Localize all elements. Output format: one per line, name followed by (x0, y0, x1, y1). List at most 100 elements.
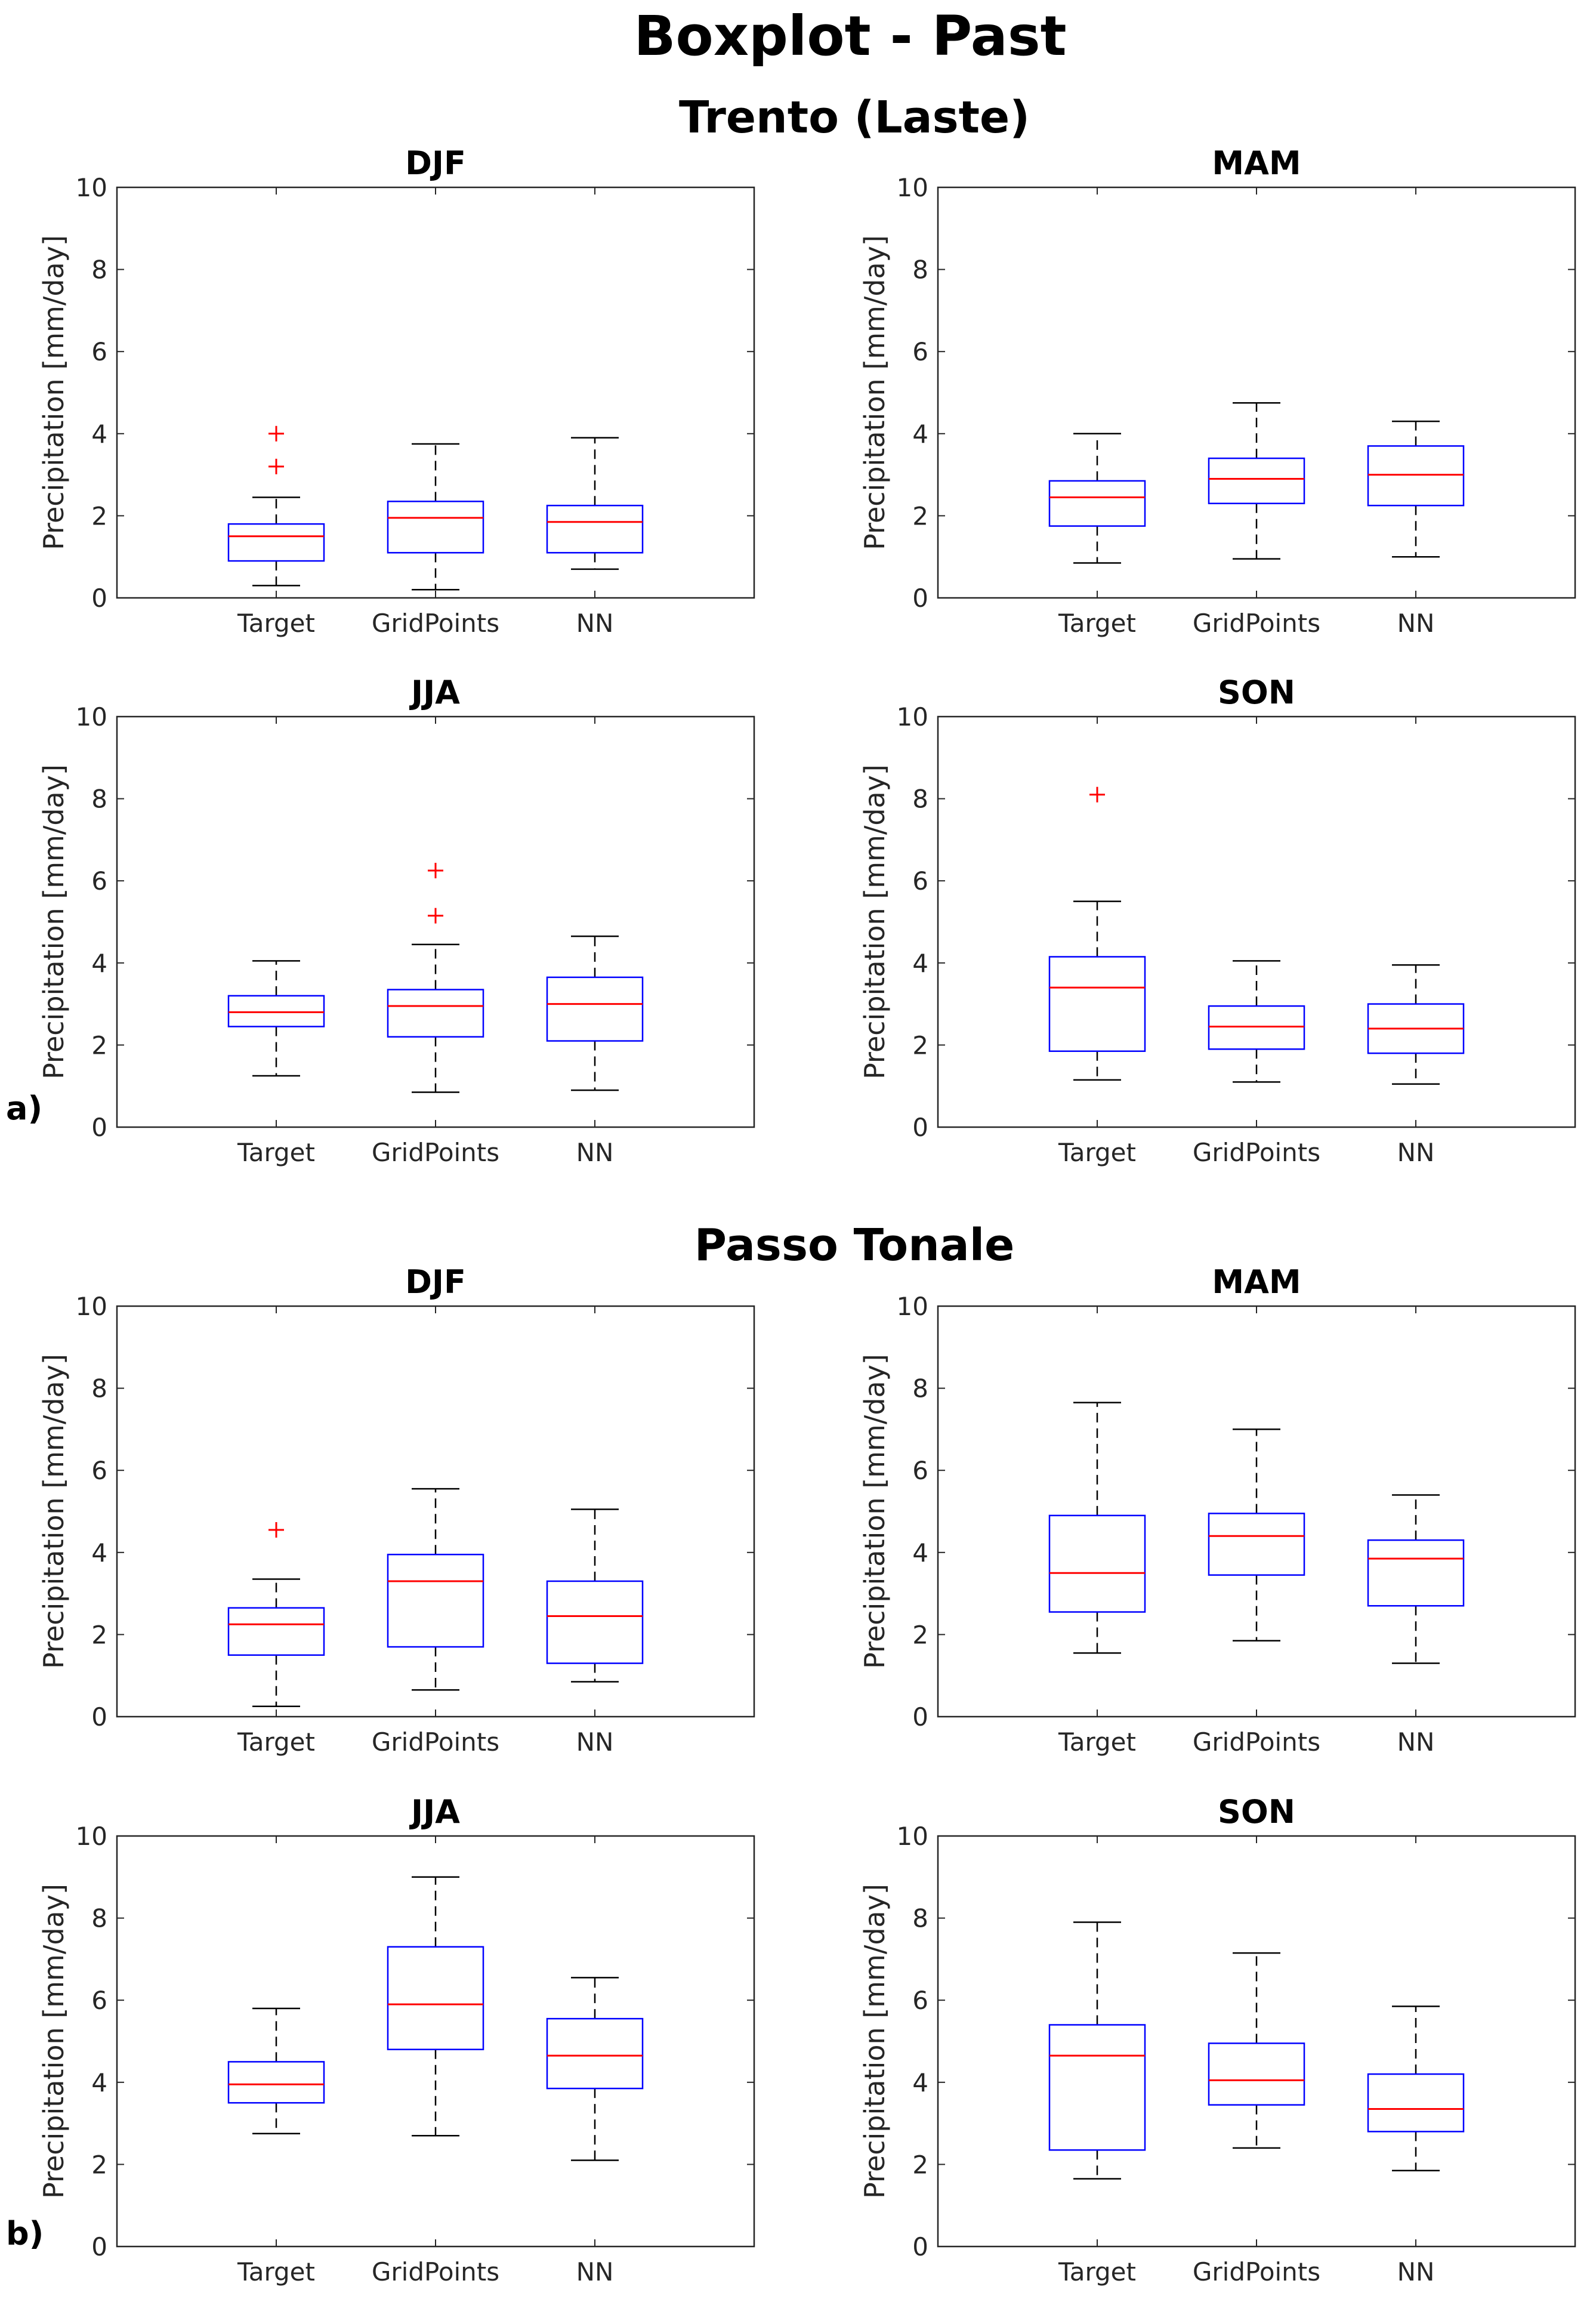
y-axis-label: Precipitation [mm/day] (38, 764, 70, 1079)
xtick-label: Target (237, 609, 315, 638)
season-title: SON (1218, 674, 1295, 711)
xtick-label: GridPoints (372, 1727, 499, 1757)
ytick-label: 2 (91, 1030, 107, 1060)
xtick-label: NN (576, 609, 614, 638)
ytick-label: 2 (912, 2150, 928, 2179)
panel-label-b: b) (6, 2215, 44, 2252)
box-iqr (1208, 1513, 1305, 1576)
panels-group: DJF 0 2 4 6 8 10 Precipitation [mm/day] Target Gr… (38, 144, 1576, 2286)
outlier-marker (428, 863, 443, 878)
box-iqr (227, 523, 325, 562)
box-iqr (546, 2017, 644, 2090)
xtick-label: NN (576, 1138, 614, 1167)
season-title: DJF (405, 1263, 466, 1301)
section-title-tonale: Passo Tonale (694, 1220, 1015, 1271)
box-iqr (1367, 1539, 1465, 1607)
ytick-label: 2 (91, 1620, 107, 1649)
ytick-label: 8 (912, 1374, 928, 1403)
ytick-label: 4 (91, 949, 107, 978)
ytick-label: 10 (897, 173, 928, 202)
ytick-label: 4 (91, 2068, 107, 2097)
xtick-label: GridPoints (372, 609, 499, 638)
xtick-label: Target (1058, 609, 1136, 638)
box-iqr (387, 1553, 484, 1648)
box-iqr (227, 2061, 325, 2104)
ytick-label: 0 (91, 2232, 107, 2261)
ytick-label: 0 (912, 1702, 928, 1732)
ytick-label: 4 (912, 419, 928, 449)
xtick-label: GridPoints (1193, 1138, 1320, 1167)
ytick-label: 6 (912, 1986, 928, 2015)
ytick-label: 0 (91, 1702, 107, 1732)
ytick-label: 0 (91, 584, 107, 613)
ytick-label: 6 (91, 1986, 107, 2015)
xtick-label: Target (1058, 1138, 1136, 1167)
xtick-label: Target (1058, 1727, 1136, 1757)
ytick-label: 0 (91, 1113, 107, 1142)
y-axis-label: Precipitation [mm/day] (859, 1354, 891, 1669)
y-axis-label: Precipitation [mm/day] (38, 1354, 70, 1669)
ytick-label: 2 (912, 1620, 928, 1649)
ytick-label: 8 (912, 785, 928, 814)
box-iqr (1048, 480, 1146, 527)
panel-mam-1: MAM 0 2 4 6 8 10 Precipitation [mm/day] Target Gr… (859, 144, 1576, 638)
ytick-label: 2 (912, 1030, 928, 1060)
box-iqr (546, 976, 644, 1042)
xtick-label: Target (237, 2257, 315, 2286)
box-iqr (546, 1580, 644, 1664)
y-axis-label: Precipitation [mm/day] (38, 235, 70, 550)
axes-frame (116, 186, 755, 599)
outlier-marker (268, 458, 284, 474)
ytick-label: 6 (91, 1456, 107, 1485)
ytick-label: 2 (912, 501, 928, 530)
panel-label-a: a) (6, 1090, 42, 1127)
ytick-label: 6 (912, 337, 928, 366)
box-iqr (1208, 1005, 1305, 1050)
ytick-label: 6 (912, 1456, 928, 1485)
ytick-label: 4 (91, 1538, 107, 1567)
xtick-label: GridPoints (1193, 1727, 1320, 1757)
y-axis-label: Precipitation [mm/day] (859, 764, 891, 1079)
ytick-label: 6 (91, 337, 107, 366)
panel-son-3: SON 0 2 4 6 8 10 Precipitation [mm/day] Target Gr… (859, 674, 1576, 1167)
ytick-label: 8 (91, 785, 107, 814)
xtick-label: GridPoints (1193, 609, 1320, 638)
xtick-label: NN (576, 1727, 614, 1757)
box-iqr (1048, 956, 1146, 1052)
ytick-label: 10 (76, 1822, 107, 1851)
xtick-label: Target (237, 1138, 315, 1167)
panel-mam-5: MAM 0 2 4 6 8 10 Precipitation [mm/day] Target Gr… (859, 1263, 1576, 1757)
box-iqr (227, 1607, 325, 1656)
ytick-label: 8 (912, 255, 928, 285)
panel-djf-4: DJF 0 2 4 6 8 10 Precipitation [mm/day] Target Gr… (38, 1263, 755, 1757)
ytick-label: 8 (91, 255, 107, 285)
ytick-label: 10 (76, 173, 107, 202)
season-title: JJA (409, 674, 460, 711)
ytick-label: 2 (91, 2150, 107, 2179)
box-iqr (1208, 2042, 1305, 2106)
panel-jja-6: JJA 0 2 4 6 8 10 Precipitation [mm/day] Target Gr… (38, 1793, 755, 2286)
xtick-label: GridPoints (372, 2257, 499, 2286)
box-iqr (1367, 2073, 1465, 2133)
box-iqr (387, 501, 484, 554)
ytick-label: 10 (76, 702, 107, 732)
ytick-label: 10 (897, 1822, 928, 1851)
box-iqr (1048, 2024, 1146, 2151)
ytick-label: 0 (912, 584, 928, 613)
ytick-label: 8 (912, 1904, 928, 1933)
panel-djf-0: DJF 0 2 4 6 8 10 Precipitation [mm/day] Target Gr… (38, 144, 755, 638)
box-iqr (1208, 457, 1305, 505)
xtick-label: NN (576, 2257, 614, 2286)
outlier-marker (1089, 786, 1105, 803)
xtick-label: Target (1058, 2257, 1136, 2286)
xtick-label: NN (1397, 1727, 1435, 1757)
ytick-label: 4 (91, 419, 107, 449)
box-iqr (546, 504, 644, 554)
xtick-label: GridPoints (1193, 2257, 1320, 2286)
ytick-label: 4 (912, 1538, 928, 1567)
ytick-label: 0 (912, 1113, 928, 1142)
box-iqr (227, 995, 325, 1027)
y-axis-label: Precipitation [mm/day] (859, 235, 891, 550)
outlier-marker (428, 908, 443, 924)
xtick-label: Target (237, 1727, 315, 1757)
